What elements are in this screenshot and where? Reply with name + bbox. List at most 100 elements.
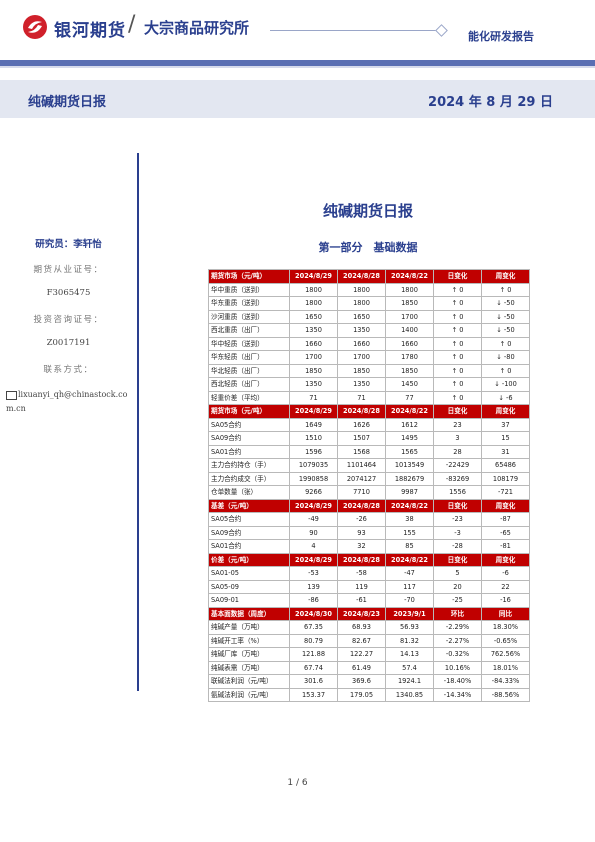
value-cell: ↑ 0 xyxy=(433,350,482,365)
value-cell: 1565 xyxy=(385,444,434,459)
row-label-cell: 纯碱表需（万吨） xyxy=(208,660,290,675)
value-cell: 301.6 xyxy=(289,674,338,689)
value-cell: ↑ 0 xyxy=(433,363,482,378)
row-label-cell: SA01合约 xyxy=(208,539,290,554)
value-cell: -70 xyxy=(385,593,434,608)
value-cell: 81.32 xyxy=(385,633,434,648)
value-cell: 71 xyxy=(289,390,338,405)
value-cell: -18.40% xyxy=(433,674,482,689)
header-cell: 日变化 xyxy=(433,498,482,513)
value-cell: 1800 xyxy=(385,282,434,297)
table-row: 西北轻质（出厂） 1350 1350 1450 ↑ 0 ↓ -100 xyxy=(208,377,530,392)
row-label-cell: 纯碱厂库（万吨） xyxy=(208,647,290,662)
value-cell: 20 xyxy=(433,579,482,594)
value-cell: 85 xyxy=(385,539,434,554)
value-cell: -49 xyxy=(289,512,338,527)
table-row: SA09-01 -86 -61 -70 -25 -16 xyxy=(208,593,530,608)
table-row: 华中重质（送到） 1800 1800 1800 ↑ 0 ↑ 0 xyxy=(208,282,530,297)
value-cell: -28 xyxy=(433,539,482,554)
row-label-cell: 华中轻质（送到） xyxy=(208,336,290,351)
email-line[interactable]: lixuanyi_qh@chinastock.com.cn xyxy=(0,388,137,416)
value-cell: 15 xyxy=(481,431,530,446)
header-cell: 2024/8/22 xyxy=(385,269,434,284)
table-row: SA05合约 1649 1626 1612 23 37 xyxy=(208,417,530,432)
table-row: SA01-05 -53 -58 -47 5 -6 xyxy=(208,566,530,581)
row-label-cell: 轻重价差（平均） xyxy=(208,390,290,405)
value-cell: 1850 xyxy=(337,363,386,378)
value-cell: 1990858 xyxy=(289,471,338,486)
sidebar-divider xyxy=(137,153,139,691)
row-label-cell: 华北轻质（出厂） xyxy=(208,363,290,378)
table-row: 华东重质（送到） 1800 1800 1850 ↑ 0 ↓ -50 xyxy=(208,296,530,311)
value-cell: ↑ 0 xyxy=(433,377,482,392)
row-label-cell: SA09合约 xyxy=(208,431,290,446)
table-header-row: 价差（元/吨） 2024/8/29 2024/8/28 2024/8/22 日变化 周变化 xyxy=(208,552,530,567)
value-cell: -47 xyxy=(385,566,434,581)
value-cell: 38 xyxy=(385,512,434,527)
value-cell: 32 xyxy=(337,539,386,554)
row-label-cell: SA09-01 xyxy=(208,593,290,608)
header-category-cell: 价差（元/吨） xyxy=(208,552,290,567)
value-cell: 1660 xyxy=(337,336,386,351)
header-cell: 日变化 xyxy=(433,404,482,419)
value-cell: ↑ 0 xyxy=(433,336,482,351)
header-cell: 2024/8/22 xyxy=(385,404,434,419)
value-cell: 122.27 xyxy=(337,647,386,662)
header-cell: 2023/9/1 xyxy=(385,606,434,621)
value-cell: ↓ -50 xyxy=(481,296,530,311)
header-cell: 同比 xyxy=(481,606,530,621)
value-cell: 1850 xyxy=(385,363,434,378)
value-cell: ↑ 0 xyxy=(481,336,530,351)
mail-icon xyxy=(6,390,17,400)
value-cell: 1626 xyxy=(337,417,386,432)
value-cell: 1660 xyxy=(385,336,434,351)
header-category-cell: 基本面数据（周度） xyxy=(208,606,290,621)
table-row: 华中轻质（送到） 1660 1660 1660 ↑ 0 ↑ 0 xyxy=(208,336,530,351)
value-cell: -0.32% xyxy=(433,647,482,662)
value-cell: 1568 xyxy=(337,444,386,459)
value-cell: 121.88 xyxy=(289,647,338,662)
row-label-cell: SA09合约 xyxy=(208,525,290,540)
value-cell: -23 xyxy=(433,512,482,527)
value-cell: -58 xyxy=(337,566,386,581)
table-row: 主力合约成交（手） 1990858 2074127 1882679 -83269 1081… xyxy=(208,471,530,486)
section-title: 第一部分 基础数据 xyxy=(318,241,418,254)
table-row: 西北重质（出厂） 1350 1350 1400 ↑ 0 ↓ -50 xyxy=(208,323,530,338)
email-address[interactable]: lixuanyi_qh@chinastock.com.cn xyxy=(6,390,128,413)
value-cell: 18.30% xyxy=(481,620,530,635)
row-label-cell: 西北轻质（出厂） xyxy=(208,377,290,392)
table-row: 纯碱表需（万吨） 67.74 61.49 57.4 10.16% 18.01% xyxy=(208,660,530,675)
value-cell: 65486 xyxy=(481,458,530,473)
row-label-cell: 纯碱产量（万吨） xyxy=(208,620,290,635)
table-row: 沙河重质（送到） 1650 1650 1700 ↑ 0 ↓ -50 xyxy=(208,309,530,324)
row-label-cell: SA01-05 xyxy=(208,566,290,581)
row-label-cell: SA01合约 xyxy=(208,444,290,459)
value-cell: -0.65% xyxy=(481,633,530,648)
value-cell: 1596 xyxy=(289,444,338,459)
value-cell: 1700 xyxy=(385,309,434,324)
header-band-light xyxy=(0,66,595,68)
value-cell: 1800 xyxy=(337,296,386,311)
value-cell: -84.33% xyxy=(481,674,530,689)
page-header: 银河期货 / 大宗商品研究所 能化研发报告 xyxy=(0,0,595,60)
value-cell: ↑ 0 xyxy=(433,282,482,297)
value-cell: 9987 xyxy=(385,485,434,500)
header-cell: 2024/8/30 xyxy=(289,606,338,621)
table-row: 轻重价差（平均） 71 71 77 ↑ 0 ↓ -6 xyxy=(208,390,530,405)
value-cell: -2.27% xyxy=(433,633,482,648)
header-cell: 周变化 xyxy=(481,498,530,513)
value-cell: ↓ -100 xyxy=(481,377,530,392)
consult-label: 投资咨询证号： xyxy=(33,315,104,325)
value-cell: 31 xyxy=(481,444,530,459)
value-cell: 67.35 xyxy=(289,620,338,635)
value-cell: 10.16% xyxy=(433,660,482,675)
value-cell: -81 xyxy=(481,539,530,554)
value-cell: 67.74 xyxy=(289,660,338,675)
value-cell: 1660 xyxy=(289,336,338,351)
value-cell: 57.4 xyxy=(385,660,434,675)
value-cell: -53 xyxy=(289,566,338,581)
value-cell: 28 xyxy=(433,444,482,459)
value-cell: 5 xyxy=(433,566,482,581)
value-cell: 1612 xyxy=(385,417,434,432)
header-cell: 2024/8/29 xyxy=(289,552,338,567)
